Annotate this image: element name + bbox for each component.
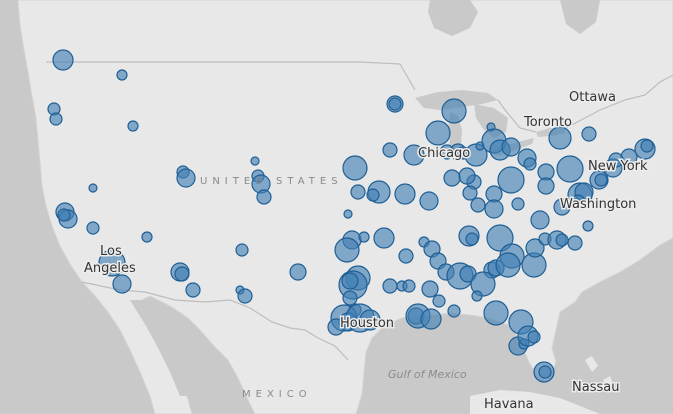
city-label-houston: Houston [340,316,394,331]
location-marker[interactable] [419,191,439,211]
location-marker[interactable] [567,235,583,251]
cuba [470,390,600,414]
location-marker[interactable] [350,184,366,200]
location-marker[interactable] [483,300,509,326]
location-marker[interactable] [471,290,483,302]
location-marker[interactable] [57,208,71,222]
location-marker[interactable] [527,330,541,344]
location-marker[interactable] [403,144,425,166]
location-marker[interactable] [640,139,654,153]
location-marker[interactable] [342,290,358,306]
location-marker[interactable] [358,231,370,243]
location-marker[interactable] [458,167,476,185]
location-marker[interactable] [366,188,380,202]
location-marker[interactable] [538,365,552,379]
location-marker[interactable] [398,248,414,264]
city-label-angeles: Angeles [84,261,136,276]
baja-gulf [130,300,188,396]
country-label-mexico: MEXICO [242,389,312,400]
location-marker[interactable] [462,185,478,201]
location-marker[interactable] [388,97,402,111]
land-north-america [17,0,673,414]
city-label-los: Los [100,244,122,259]
city-label-new-york: New York [588,159,648,174]
marker-layer [47,49,656,383]
location-marker[interactable] [52,49,74,71]
location-marker[interactable] [402,279,416,293]
location-marker[interactable] [359,309,381,331]
hudson-bay [428,0,478,36]
location-marker[interactable] [582,220,594,232]
location-marker[interactable] [537,177,555,195]
location-marker[interactable] [421,280,439,298]
location-marker[interactable] [447,304,461,318]
city-label-nassau: Nassau [572,380,619,395]
location-marker[interactable] [608,152,624,168]
location-marker[interactable] [548,126,572,150]
city-label-washington: Washington [560,197,636,212]
lake-huron [474,104,508,138]
location-marker[interactable] [420,308,442,330]
location-marker[interactable] [289,263,307,281]
location-marker[interactable] [511,197,525,211]
location-marker[interactable] [530,210,550,230]
location-marker[interactable] [581,126,597,142]
location-marker[interactable] [495,252,521,278]
border-us-mexico [81,281,349,361]
location-marker[interactable] [484,199,504,219]
city-label-chicago: Chicago [418,146,470,161]
location-marker[interactable] [470,271,496,297]
james-bay [560,0,600,34]
country-label-us: UNITED STATES [200,176,343,187]
city-label-havana: Havana [484,397,534,412]
location-marker[interactable] [523,157,537,171]
location-marker[interactable] [556,155,584,183]
gulf-label: Gulf of Mexico [388,368,467,381]
location-marker[interactable] [86,221,100,235]
city-label-ottawa: Ottawa [569,90,616,105]
location-marker[interactable] [237,288,253,304]
location-marker[interactable] [425,120,451,146]
location-marker[interactable] [465,232,479,246]
location-marker[interactable] [486,224,514,252]
border-us-canada [46,61,673,133]
location-marker[interactable] [141,231,153,243]
location-marker[interactable] [327,318,345,336]
location-marker[interactable] [235,243,249,257]
location-marker[interactable] [343,209,353,219]
location-marker[interactable] [185,282,201,298]
location-marker[interactable] [174,266,190,282]
location-marker[interactable] [497,166,525,194]
location-marker[interactable] [334,237,360,263]
location-marker[interactable] [501,137,521,157]
location-marker[interactable] [382,142,398,158]
location-marker[interactable] [256,189,272,205]
location-marker[interactable] [443,169,461,187]
location-marker[interactable] [127,120,139,132]
location-marker[interactable] [394,183,416,205]
location-marker[interactable] [112,274,132,294]
location-marker[interactable] [49,112,63,126]
location-marker[interactable] [98,249,126,277]
city-label-toronto: Toronto [523,115,572,130]
location-marker[interactable] [594,173,608,187]
location-marker[interactable] [470,197,486,213]
location-marker[interactable] [555,233,569,247]
location-marker[interactable] [553,198,571,216]
location-marker[interactable] [382,278,398,294]
location-marker[interactable] [116,69,128,81]
bahamas [585,356,614,388]
location-marker[interactable] [250,156,260,166]
location-marker[interactable] [570,194,586,210]
location-marker[interactable] [432,294,446,308]
location-marker[interactable] [525,238,545,258]
location-marker[interactable] [341,272,359,290]
location-marker[interactable] [88,183,98,193]
location-marker[interactable] [441,98,467,124]
location-marker[interactable] [373,227,395,249]
location-marker[interactable] [342,155,368,181]
location-marker[interactable] [176,168,196,188]
